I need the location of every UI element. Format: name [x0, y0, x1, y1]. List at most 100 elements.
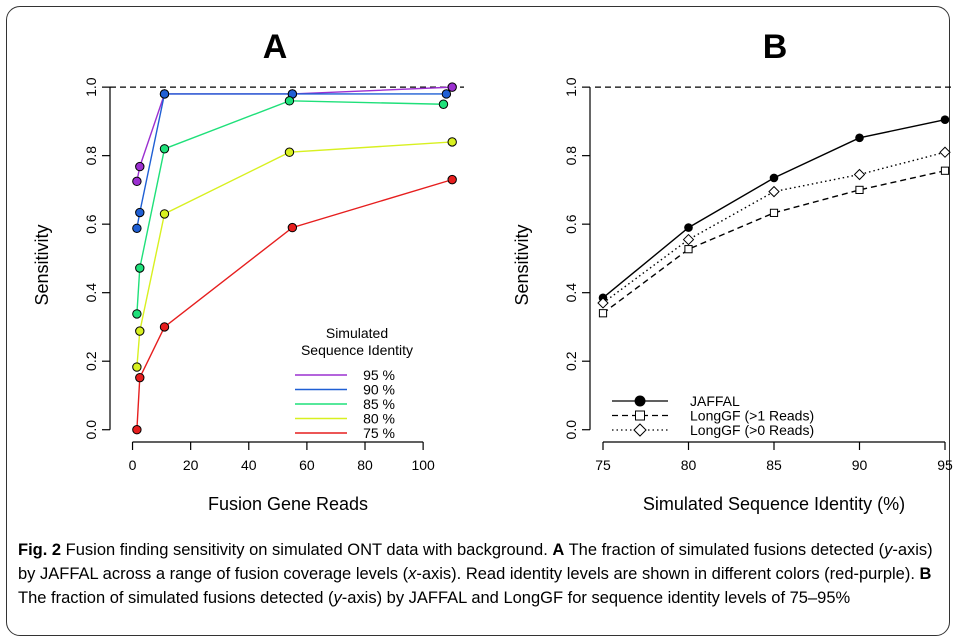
- caption-text-3: -axis) by JAFFAL across a range of fusio…: [18, 541, 933, 583]
- panel-a-y-tick-label: 0.8: [83, 146, 99, 166]
- panel-b-data-point: [597, 297, 609, 309]
- panel-b-data-point: [768, 185, 780, 198]
- panel-a-data-point: [135, 326, 145, 336]
- caption-panel-b-label: B: [919, 565, 932, 583]
- panel-b-data-point: [769, 173, 779, 183]
- panel-a-data-point: [135, 372, 145, 383]
- panel-a-data-point: [438, 99, 449, 109]
- caption-text-5: The fraction of simulated fusions detect…: [18, 589, 334, 607]
- panel-b-y-tick-label: 0.8: [563, 146, 579, 166]
- panel-a-x-axis-label: Fusion Gene Reads: [208, 494, 368, 514]
- panel-a-data-point: [447, 174, 457, 185]
- panel-b-data-point: [769, 208, 779, 217]
- panel-a-legend-entry: 80 %: [363, 411, 395, 427]
- panel-b-y-tick-label: 0.4: [563, 283, 579, 303]
- panel-b-legend-marker: [633, 423, 647, 437]
- panel-b-x-tick-label: 90: [852, 457, 868, 473]
- panel-b-data-point: [940, 115, 950, 124]
- caption-y-axis-word: y: [884, 541, 893, 559]
- panel-a-data-point: [159, 89, 170, 99]
- panel-b-data-point: [940, 166, 950, 175]
- panel-a-data-point: [132, 176, 142, 187]
- panel-a-data-point: [132, 362, 142, 372]
- panel-b-x-tick-label: 75: [595, 457, 611, 473]
- panel-a-data-point: [287, 222, 298, 233]
- panel-a-x-tick-label: 20: [183, 457, 199, 473]
- panel-b-data-point: [682, 233, 695, 246]
- panel-a-legend-entry: 90 %: [363, 382, 395, 398]
- panel-b-x-tick-label: 85: [766, 457, 782, 473]
- panel-a-data-point: [284, 96, 295, 106]
- panel-a-x-tick-label: 80: [357, 457, 373, 473]
- panel-b-y-tick-label: 0.0: [563, 420, 579, 440]
- caption-text-1: Fusion finding sensitivity on simulated …: [61, 541, 553, 559]
- panel-a-data-point: [135, 161, 145, 172]
- panel-a-legend-entry: 95 %: [363, 367, 395, 383]
- caption-text-2: The fraction of simulated fusions detect…: [564, 541, 885, 559]
- panel-b-legend-marker: [635, 410, 645, 421]
- panel-a-series-line: [136, 100, 444, 314]
- panel-a-legend-entry: 75 %: [363, 425, 395, 441]
- caption-text-4: -axis). Read identity levels are shown i…: [416, 565, 920, 583]
- panel-a-data-point: [284, 147, 295, 157]
- caption-x-axis-word: x: [408, 565, 417, 583]
- panel-b-legend-entry: LongGF (>0 Reads): [690, 422, 814, 438]
- panel-a-y-axis-label: Sensitivity: [32, 224, 52, 305]
- panel-a-y-tick-label: 0.0: [83, 420, 99, 440]
- panel-a-data-point: [135, 207, 145, 218]
- panel-b-title: B: [763, 28, 788, 66]
- panel-a-data-point: [159, 144, 170, 154]
- panel-a-series-line: [136, 141, 453, 368]
- panel-b-data-point: [853, 168, 866, 181]
- panel-b-series-line: [602, 118, 946, 299]
- panel-a-data-point: [159, 322, 170, 332]
- panel-b-data-point: [939, 146, 951, 158]
- panel-b-legend-entry: LongGF (>1 Reads): [690, 408, 814, 424]
- panel-a-y-tick-label: 1.0: [83, 77, 99, 97]
- panel-a-data-point: [447, 137, 457, 147]
- panel-b-y-axis-label: Sensitivity: [512, 224, 532, 305]
- panel-b-legend-entry: JAFFAL: [690, 393, 740, 409]
- panel-a-y-tick-label: 0.4: [83, 283, 99, 303]
- panel-a-data-point: [132, 223, 142, 233]
- caption-fig-label: Fig. 2: [18, 541, 62, 559]
- panel-b-data-point: [855, 185, 864, 195]
- panel-b-y-tick-label: 1.0: [563, 77, 579, 97]
- panel-b: B 0.0 0.2 0.4 0.6 0.8 1.0 75 80 85 90 95 Simulated S…: [512, 28, 953, 514]
- panel-b-x-axis-label: Simulated Sequence Identity (%): [643, 494, 905, 514]
- panel-a-y-tick-label: 0.6: [83, 214, 99, 234]
- panel-a-legend-title: Simulated: [326, 325, 388, 341]
- caption-y-axis-word-2: y: [333, 589, 342, 607]
- panel-a-x-tick-label: 100: [411, 457, 435, 473]
- panel-b-data-point: [684, 223, 693, 232]
- panel-a-series-line: [136, 93, 447, 229]
- panel-b-y-tick-label: 0.2: [563, 351, 579, 371]
- caption-panel-a-label: A: [552, 541, 565, 559]
- figure-caption: Fig. 2 Fusion finding sensitivity on sim…: [18, 538, 938, 610]
- panel-a-data-point: [159, 209, 170, 219]
- panel-a-x-tick-label: 60: [299, 457, 315, 473]
- panel-a-data-point: [441, 89, 452, 99]
- panel-b-data-point: [598, 309, 608, 318]
- panel-b-x-tick-label: 95: [937, 457, 953, 473]
- panel-a-data-point: [135, 263, 145, 273]
- panel-b-series-line: [602, 170, 946, 314]
- panel-b-data-point: [855, 133, 864, 143]
- panel-a-legend-entry: 85 %: [363, 396, 395, 412]
- panel-a-x-tick-label: 40: [241, 457, 257, 473]
- panel-a-y-tick-label: 0.2: [83, 351, 99, 371]
- panel-a-series-line: [136, 178, 453, 430]
- panel-b-y-tick-label: 0.6: [563, 214, 579, 234]
- caption-text-6: -axis) by JAFFAL and LongGF for sequence…: [341, 589, 851, 607]
- panel-b-x-tick-label: 80: [681, 457, 697, 473]
- figure-svg: A 0.0 0.2 0.4 0.6 0.8 1.0 0 20 40 60 80 100 Fusion Ge…: [32, 28, 953, 514]
- panel-a-data-point: [132, 425, 142, 435]
- panel-b-data-point: [684, 245, 693, 254]
- panel-a-title: A: [263, 28, 288, 66]
- panel-b-legend-marker: [634, 395, 646, 407]
- panel-a-legend-title: Sequence Identity: [301, 342, 413, 358]
- panel-a-x-tick-label: 0: [129, 457, 137, 473]
- panel-a-data-point: [132, 309, 142, 319]
- panel-a: A 0.0 0.2 0.4 0.6 0.8 1.0 0 20 40 60 80 100 Fusion Ge…: [32, 28, 464, 514]
- panel-a-data-point: [447, 82, 457, 92]
